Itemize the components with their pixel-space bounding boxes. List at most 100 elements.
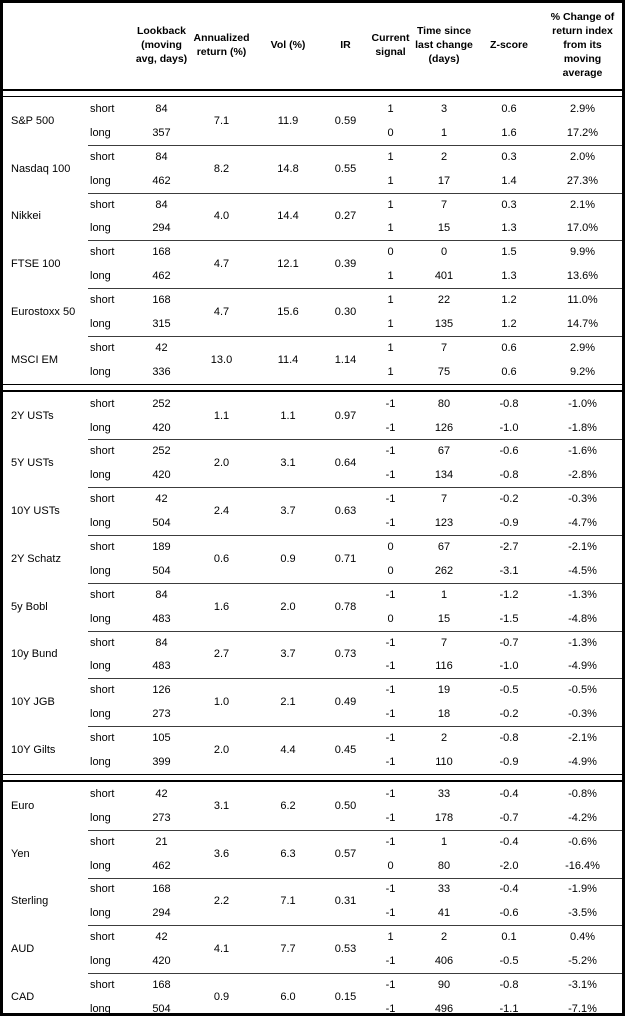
lookback-long-value: 483 — [152, 660, 171, 673]
asset-row-group: FTSE 100 short long 168 462 4.7 12.1 0.3… — [3, 240, 622, 288]
time-since-long-value: 496 — [434, 1002, 454, 1015]
ir-value: 0.31 — [334, 895, 357, 908]
asset-name: Nasdaq 100 — [11, 162, 71, 175]
ir-value: 0.27 — [334, 210, 357, 223]
vol-value: 11.9 — [277, 114, 299, 127]
ir-value: 0.15 — [334, 990, 357, 1003]
col-header-signal: Current signal — [371, 32, 410, 58]
lookback-short-value: 189 — [152, 540, 171, 553]
time-since-short-value: 67 — [437, 445, 451, 458]
pct-change-short-value: -2.1% — [568, 732, 597, 745]
section-currencies: Euro short long 42 273 3.1 6.2 0.50 -1 -… — [3, 782, 622, 1015]
time-since-short-value: 1 — [440, 588, 448, 601]
asset-row-group: 10y Bund short long 84 483 2.7 3.7 0.73 … — [3, 630, 622, 679]
time-since-long-value: 134 — [434, 469, 454, 482]
time-since-long-value: 126 — [434, 421, 454, 434]
pct-change-short-value: -3.1% — [568, 979, 597, 991]
zscore-short-value: 1.5 — [501, 246, 517, 259]
pct-change-long-value: -4.9% — [568, 755, 597, 768]
asset-row-group: 2Y Schatz short long 189 504 0.6 0.9 0.7… — [3, 535, 622, 583]
asset-row-group: S&P 500 short long 84 357 7.1 11.9 0.59 … — [3, 97, 622, 145]
lookback-long-value: 504 — [152, 564, 171, 577]
ir-value: 0.57 — [334, 847, 357, 860]
zscore-short-value: -0.8 — [499, 979, 519, 991]
asset-row-group: 10Y USTs short long 42 504 2.4 3.7 0.63 … — [3, 487, 622, 535]
signal-short-value: -1 — [385, 732, 396, 745]
vol-value: 7.1 — [280, 895, 296, 908]
time-since-short-value: 2 — [440, 150, 448, 163]
vol-value: 1.1 — [280, 409, 296, 422]
signal-short-value: -1 — [385, 397, 396, 410]
annualized-return-value: 4.7 — [213, 258, 230, 271]
signal-long-value: 0 — [387, 564, 394, 577]
horizon-label-long: long — [90, 811, 111, 824]
zscore-long-value: -2.0 — [499, 859, 519, 872]
lookback-long-value: 462 — [152, 174, 171, 187]
zscore-long-value: 1.3 — [501, 222, 517, 235]
lookback-long-value: 462 — [152, 859, 171, 872]
asset-row-group: Nikkei short long 84 294 4.0 14.4 0.27 1… — [3, 192, 622, 241]
time-since-short-value: 2 — [440, 732, 448, 745]
zscore-short-value: 0.6 — [501, 341, 517, 354]
asset-row-group: 10Y JGB short long 126 273 1.0 2.1 0.49 … — [3, 678, 622, 726]
zscore-short-value: 0.3 — [501, 198, 517, 211]
lookback-long-value: 504 — [152, 517, 171, 530]
signal-long-value: 1 — [387, 270, 394, 283]
signal-long-value: -1 — [385, 907, 396, 920]
pct-change-long-value: 13.6% — [566, 270, 599, 283]
horizon-label-long: long — [90, 859, 111, 872]
table-header: Lookback (moving avg, days) Annualized r… — [3, 3, 622, 89]
signal-short-value: -1 — [385, 684, 396, 697]
pct-change-short-value: -1.3% — [568, 636, 597, 649]
horizon-label-long: long — [90, 1002, 111, 1015]
horizon-label-long: long — [90, 365, 111, 378]
asset-row-group: 2Y USTs short long 252 420 1.1 1.1 0.97 … — [3, 392, 622, 440]
zscore-long-value: 1.4 — [501, 174, 517, 187]
lookback-long-value: 483 — [152, 612, 171, 625]
lookback-long-value: 336 — [152, 365, 171, 378]
lookback-long-value: 273 — [152, 811, 171, 824]
zscore-short-value: -1.2 — [499, 588, 519, 601]
time-since-short-value: 90 — [437, 979, 451, 991]
zscore-long-value: -0.8 — [499, 469, 519, 482]
horizon-label-short: short — [90, 883, 115, 896]
asset-name: S&P 500 — [11, 114, 55, 127]
pct-change-short-value: 2.9% — [569, 341, 596, 354]
horizon-label-short: short — [90, 341, 115, 354]
lookback-short-value: 168 — [152, 246, 171, 259]
pct-change-short-value: -0.8% — [568, 787, 597, 800]
vol-value: 15.6 — [277, 306, 299, 319]
asset-name: Sterling — [11, 895, 49, 908]
time-since-long-value: 18 — [437, 708, 451, 721]
annualized-return-value: 2.0 — [213, 457, 230, 470]
time-since-long-value: 75 — [437, 365, 451, 378]
pct-change-short-value: -1.6% — [568, 445, 597, 458]
time-since-long-value: 17 — [437, 174, 451, 187]
zscore-long-value: -0.5 — [499, 955, 519, 968]
signal-short-value: -1 — [385, 979, 396, 991]
lookback-short-value: 252 — [152, 445, 171, 458]
zscore-long-value: -1.0 — [499, 421, 519, 434]
pct-change-long-value: -4.8% — [568, 612, 597, 625]
asset-name: 5Y USTs — [11, 457, 54, 470]
col-header-annualized: Annualized return (%) — [193, 32, 250, 58]
horizon-label-short: short — [90, 397, 115, 410]
horizon-label-short: short — [90, 979, 115, 991]
horizon-label-long: long — [90, 955, 111, 968]
ir-value: 0.49 — [334, 696, 357, 709]
annualized-return-value: 4.7 — [213, 306, 230, 319]
pct-change-long-value: -4.5% — [568, 564, 597, 577]
signal-short-value: -1 — [385, 493, 396, 506]
signal-long-value: 1 — [387, 317, 394, 330]
asset-name: Nikkei — [11, 210, 41, 223]
signal-short-value: 1 — [387, 341, 394, 354]
pct-change-long-value: 9.2% — [569, 365, 596, 378]
horizon-label-long: long — [90, 755, 111, 768]
lookback-long-value: 273 — [152, 708, 171, 721]
pct-change-long-value: -0.3% — [568, 708, 597, 721]
signal-long-value: 1 — [387, 174, 394, 187]
time-since-long-value: 15 — [437, 612, 451, 625]
signal-long-value: -1 — [385, 421, 396, 434]
zscore-short-value: -0.2 — [499, 493, 519, 506]
